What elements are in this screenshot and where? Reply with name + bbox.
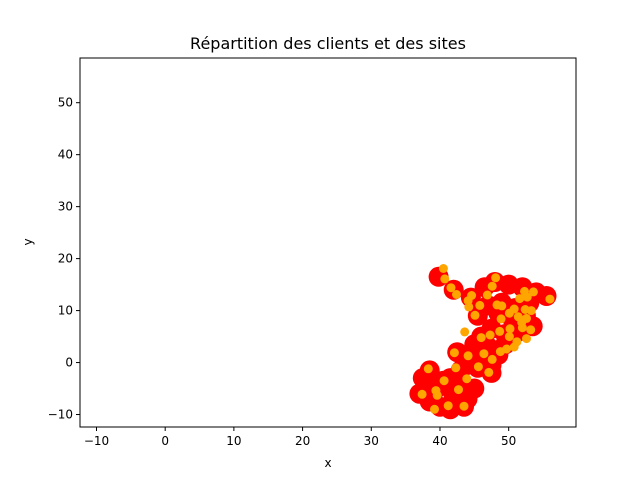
x-tick-label: 10 xyxy=(226,434,241,448)
client-point-39 xyxy=(479,349,489,359)
y-tick-label: 20 xyxy=(58,252,73,266)
plot-background xyxy=(80,58,576,427)
client-point-11 xyxy=(545,294,555,304)
site-point-47 xyxy=(464,378,485,399)
client-point-10 xyxy=(528,287,538,297)
x-tick-label: 30 xyxy=(364,434,379,448)
client-point-50 xyxy=(454,385,463,395)
x-axis: −10 0 10 20 30 40 50 xyxy=(84,427,516,448)
client-point-8 xyxy=(491,273,501,283)
client-point-41 xyxy=(487,354,497,364)
client-point-30 xyxy=(495,326,505,336)
client-point-1 xyxy=(446,283,456,293)
client-point-48 xyxy=(439,376,449,386)
client-point-19 xyxy=(470,310,480,320)
x-tick-label: 50 xyxy=(501,434,516,448)
client-point-3 xyxy=(452,290,461,299)
client-point-27 xyxy=(517,323,527,333)
client-point-0 xyxy=(438,264,448,273)
client-point-12 xyxy=(522,292,532,302)
client-point-47 xyxy=(462,374,472,384)
client-point-31 xyxy=(485,330,495,340)
client-point-28 xyxy=(526,325,536,335)
site-point-8 xyxy=(536,286,557,306)
x-tick-label: −10 xyxy=(84,434,109,448)
client-point-2 xyxy=(440,274,450,284)
client-point-53 xyxy=(432,390,442,400)
client-point-7 xyxy=(487,281,497,291)
data-marks xyxy=(409,264,557,420)
y-tick-label: 40 xyxy=(58,148,73,162)
client-point-16 xyxy=(492,300,502,310)
plot-frame xyxy=(79,57,577,428)
y-axis-label: y xyxy=(21,238,35,245)
y-tick-label: 30 xyxy=(58,200,73,214)
client-point-52 xyxy=(417,389,427,399)
client-point-35 xyxy=(522,334,531,344)
client-point-33 xyxy=(504,332,514,342)
y-tick-label: 10 xyxy=(58,304,73,318)
client-point-40 xyxy=(460,327,470,337)
client-point-24 xyxy=(526,306,536,316)
client-point-20 xyxy=(496,314,506,324)
client-point-43 xyxy=(449,348,459,358)
y-tick-label: 0 xyxy=(65,356,73,370)
client-point-49 xyxy=(423,364,433,374)
client-point-44 xyxy=(473,362,483,372)
plot-area xyxy=(79,57,577,428)
client-point-38 xyxy=(495,347,505,357)
client-point-46 xyxy=(451,363,461,373)
client-point-18 xyxy=(464,302,474,312)
client-point-55 xyxy=(443,401,453,411)
client-point-32 xyxy=(476,333,486,343)
x-tick-label: 0 xyxy=(161,434,169,448)
client-point-45 xyxy=(484,367,494,377)
client-point-42 xyxy=(463,351,473,361)
client-point-56 xyxy=(459,401,469,411)
client-point-21 xyxy=(504,308,514,318)
y-tick-label: −10 xyxy=(48,408,73,422)
y-axis: −10 0 10 20 30 40 50 xyxy=(48,96,80,422)
client-point-5 xyxy=(467,291,477,300)
series-clients xyxy=(417,264,555,414)
client-point-29 xyxy=(505,324,515,334)
x-axis-label: x xyxy=(324,456,331,470)
x-tick-label: 20 xyxy=(295,434,310,448)
client-point-54 xyxy=(430,404,439,414)
x-tick-label: 40 xyxy=(432,434,447,448)
client-point-13 xyxy=(515,294,525,304)
chart-title: Répartition des clients et des sites xyxy=(190,34,466,53)
client-point-36 xyxy=(509,342,519,352)
y-tick-label: 50 xyxy=(58,96,73,110)
client-point-17 xyxy=(475,300,485,310)
client-point-6 xyxy=(482,290,492,300)
